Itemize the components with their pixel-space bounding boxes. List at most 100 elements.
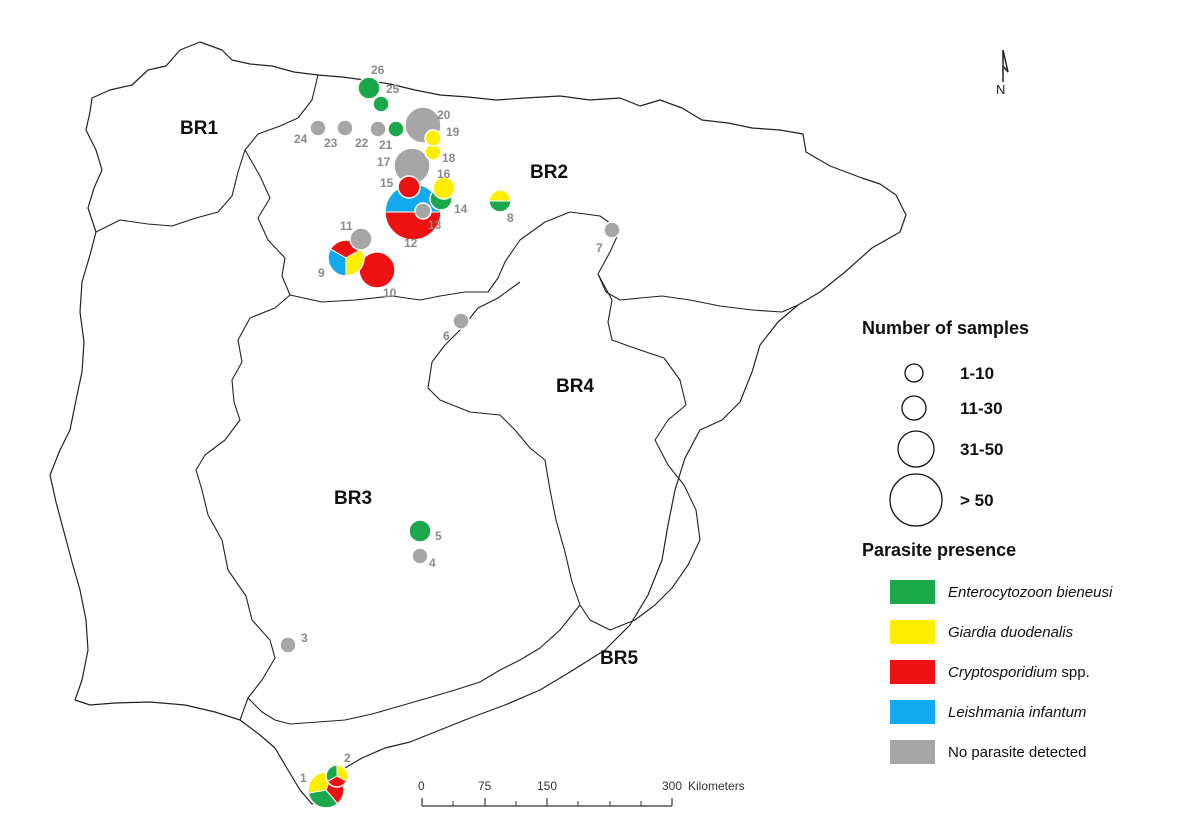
- site-26: [357, 76, 381, 100]
- region-label-br4: BR4: [556, 376, 594, 397]
- site-23: [336, 119, 354, 137]
- site-label-11: 11: [340, 219, 353, 233]
- north-label: N: [996, 82, 1005, 97]
- site-16-giardia: [432, 176, 456, 200]
- site-label-9: 9: [318, 266, 325, 280]
- site-6: [452, 312, 470, 330]
- site-3-none: [279, 636, 297, 654]
- scale-tick-0: 0: [418, 779, 425, 793]
- site-15: [397, 175, 421, 199]
- region-label-br1: BR1: [180, 118, 218, 139]
- scale-unit: Kilometers: [688, 779, 745, 793]
- legend-swatch-none: [890, 740, 935, 764]
- site-2: [325, 764, 349, 788]
- site-label-21: 21: [379, 138, 393, 152]
- scale-tick-150: 150: [537, 779, 557, 793]
- site-7-none: [603, 221, 621, 239]
- site-label-24: 24: [294, 132, 308, 146]
- site-19: [424, 129, 442, 147]
- legend-label-cryptosporidium: Cryptosporidium spp.: [948, 664, 1090, 681]
- site-13-none: [414, 202, 432, 220]
- legend-size-31-50: 31-50: [960, 440, 1003, 459]
- site-15-cryptosporidium: [397, 175, 421, 199]
- region-label-br2: BR2: [530, 162, 568, 183]
- legend-size-1-10: 1-10: [960, 364, 994, 383]
- site-4-none: [411, 547, 429, 565]
- site-23-none: [336, 119, 354, 137]
- site-labels: 1 2 3 4 5 6 7 8 9 10 11 12 13 14 15 16 1…: [294, 63, 603, 785]
- site-label-6: 6: [443, 329, 450, 343]
- site-5: [408, 519, 432, 543]
- legend-label-none: No parasite detected: [948, 744, 1086, 761]
- site-label-17: 17: [377, 155, 391, 169]
- site-9-outline: [327, 239, 365, 277]
- legend-swatch-leishmania: [890, 700, 935, 724]
- legend-swatch-giardia: [890, 620, 935, 644]
- site-11-none: [349, 227, 373, 251]
- legend-size-11-30: 11-30: [960, 399, 1003, 418]
- site-label-20: 20: [437, 108, 451, 122]
- site-25-enterocytozoon: [372, 95, 390, 113]
- site-label-22: 22: [355, 136, 369, 150]
- site-19-giardia: [424, 129, 442, 147]
- legend-presence-title: Parasite presence: [862, 540, 1016, 560]
- site-22-none: [369, 120, 387, 138]
- legend-label-enterocytozoon: Enterocytozoon bieneusi: [948, 584, 1113, 601]
- sampling-sites: [279, 76, 621, 809]
- legend-parasite-presence: Parasite presence Enterocytozoon bieneus…: [862, 540, 1113, 764]
- site-label-12: 12: [404, 236, 418, 250]
- site-label-15: 15: [380, 176, 394, 190]
- site-13: [414, 202, 432, 220]
- site-label-3: 3: [301, 631, 308, 645]
- legend-swatch-enterocytozoon: [890, 580, 935, 604]
- site-3: [279, 636, 297, 654]
- site-8: [488, 189, 512, 213]
- region-boundaries: [95, 74, 799, 725]
- site-label-25: 25: [386, 82, 400, 96]
- north-arrow-icon: [1002, 49, 1009, 82]
- site-5-enterocytozoon: [408, 519, 432, 543]
- site-11: [349, 227, 373, 251]
- legend-size-title: Number of samples: [862, 318, 1029, 338]
- site-label-18: 18: [442, 151, 456, 165]
- site-label-1: 1: [300, 771, 307, 785]
- site-label-7: 7: [596, 241, 603, 255]
- site-8-outline: [488, 189, 512, 213]
- site-label-19: 19: [446, 125, 460, 139]
- site-label-4: 4: [429, 556, 436, 570]
- scale-tick-75: 75: [478, 779, 492, 793]
- site-2-outline: [325, 764, 349, 788]
- scale-bar: 0 75 150 300 Kilometers: [418, 779, 745, 807]
- peninsula-outline: [49, 41, 907, 805]
- site-21: [387, 120, 405, 138]
- region-label-br5: BR5: [600, 648, 638, 669]
- legend-swatch-cryptosporidium: [890, 660, 935, 684]
- site-25: [372, 95, 390, 113]
- site-label-14: 14: [454, 202, 468, 216]
- site-4: [411, 547, 429, 565]
- site-24: [309, 119, 327, 137]
- site-label-5: 5: [435, 529, 442, 543]
- region-labels: BR1 BR2 BR3 BR4 BR5: [180, 118, 638, 669]
- site-label-13: 13: [428, 218, 442, 232]
- scale-tick-300: 300: [662, 779, 682, 793]
- site-label-16: 16: [437, 167, 451, 181]
- site-9: [327, 239, 365, 277]
- site-22: [369, 120, 387, 138]
- legend-label-giardia: Giardia duodenalis: [948, 624, 1074, 641]
- site-26-enterocytozoon: [357, 76, 381, 100]
- site-24-none: [309, 119, 327, 137]
- site-label-10: 10: [383, 286, 397, 300]
- site-label-8: 8: [507, 211, 514, 225]
- site-6-none: [452, 312, 470, 330]
- legend-label-leishmania: Leishmania infantum: [948, 704, 1086, 721]
- region-label-br3: BR3: [334, 488, 372, 509]
- north-arrow: N: [996, 49, 1009, 97]
- site-7: [603, 221, 621, 239]
- site-label-26: 26: [371, 63, 385, 77]
- site-label-23: 23: [324, 136, 338, 150]
- site-21-enterocytozoon: [387, 120, 405, 138]
- site-16: [432, 176, 456, 200]
- site-label-2: 2: [344, 751, 351, 765]
